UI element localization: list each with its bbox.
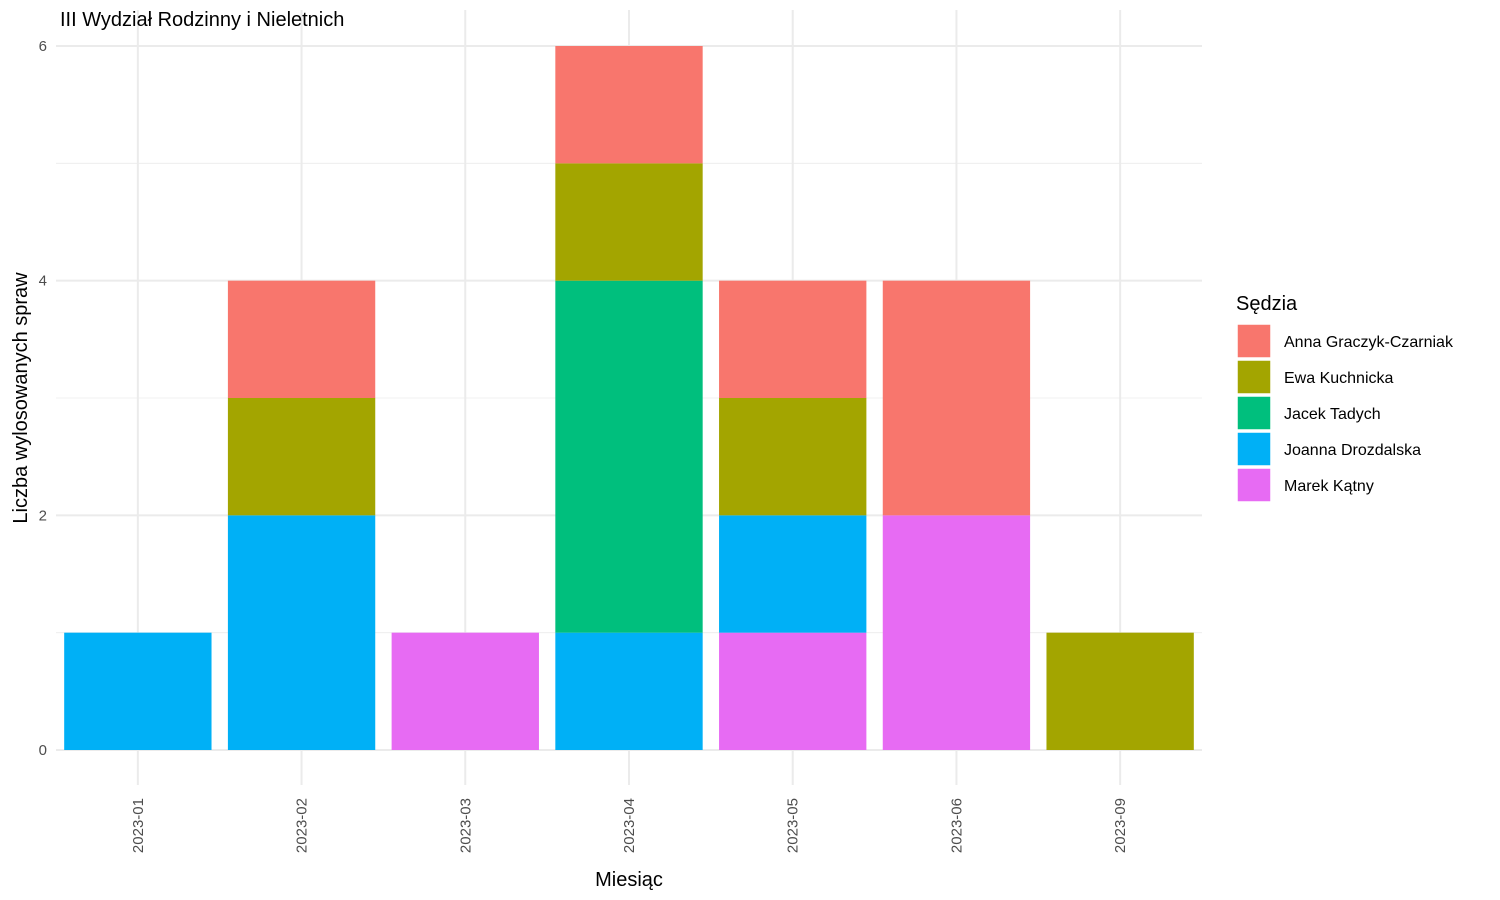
legend-label: Anna Graczyk-Czarniak [1284, 334, 1454, 351]
bar-segment [64, 632, 212, 750]
bar-segment [555, 280, 703, 633]
legend-swatch [1236, 323, 1272, 359]
y-tick-label: 2 [39, 507, 47, 524]
bar-segment [719, 280, 867, 398]
bar-segment [555, 163, 703, 281]
y-axis-title: Liczba wylosowanych spraw [10, 272, 32, 524]
x-tick-label: 2023-02 [294, 798, 311, 853]
bar-segment [391, 632, 539, 750]
x-tick-label: 2023-05 [785, 798, 802, 853]
x-tick-label: 2023-06 [948, 798, 965, 853]
x-tick-label: 2023-09 [1112, 798, 1129, 853]
ticks-layer: 0 2 4 6 2023-01 2023-02 2023-03 2023-04 2023-05 2… [39, 38, 1129, 853]
legend-items: Anna Graczyk-Czarniak Ewa Kuchnicka Jacek … [1236, 323, 1454, 503]
legend-label: Marek Kątny [1284, 478, 1374, 495]
legend-label: Joanna Drozdalska [1284, 442, 1421, 459]
legend-swatch [1236, 359, 1272, 395]
legend-label: Jacek Tadych [1284, 406, 1381, 423]
legend-title: Sędzia [1236, 293, 1298, 315]
bar-segment [227, 515, 376, 750]
y-tick-label: 0 [39, 742, 47, 759]
bars-layer [64, 46, 1194, 750]
legend-swatch [1236, 431, 1272, 467]
chart-title: III Wydział Rodzinny i Nieletnich [60, 9, 344, 31]
bar-segment [882, 280, 1031, 516]
bar-segment [555, 46, 703, 164]
bar-segment [227, 398, 376, 516]
legend-swatch [1236, 467, 1272, 503]
bar-segment [719, 632, 867, 750]
bar-segment [227, 280, 376, 398]
legend: Sędzia Anna Graczyk-Czarniak Ewa Kuchnick… [1236, 293, 1454, 503]
legend-swatch [1236, 395, 1272, 431]
bar-segment [1046, 632, 1194, 750]
x-tick-label: 2023-04 [621, 798, 638, 853]
y-tick-label: 4 [39, 273, 47, 290]
bar-segment [882, 515, 1031, 750]
x-axis-title: Miesiąc [595, 869, 663, 891]
bar-segment [719, 515, 867, 633]
y-tick-label: 6 [39, 38, 47, 55]
legend-label: Ewa Kuchnicka [1284, 370, 1393, 387]
bar-segment [555, 632, 703, 750]
bar-segment [719, 398, 867, 516]
x-tick-label: 2023-03 [457, 798, 474, 853]
x-tick-label: 2023-01 [130, 798, 147, 853]
